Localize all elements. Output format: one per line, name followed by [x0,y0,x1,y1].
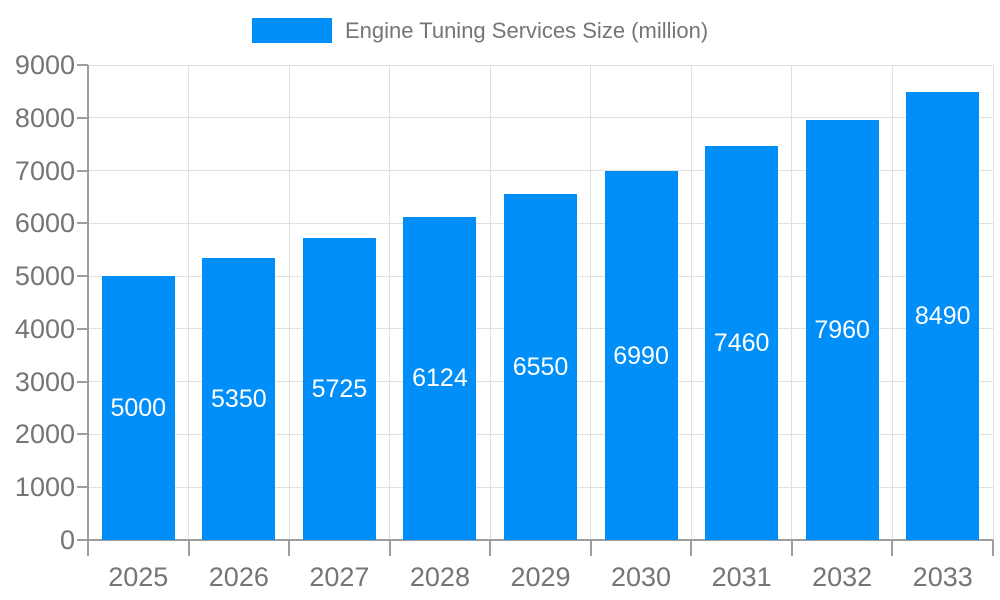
x-tick-mark [589,540,592,556]
bar [604,171,678,540]
y-tick-mark [77,486,88,489]
y-gridline [88,170,993,172]
x-tick-label: 2031 [711,562,772,592]
x-tick-mark [790,540,793,556]
x-tick-label: 2030 [611,562,672,592]
y-tick-mark [77,275,88,278]
y-tick-mark [77,169,88,172]
x-tick-mark [288,540,291,556]
bar-value-label: 5350 [211,384,267,413]
y-tick-label: 2000 [14,419,75,450]
y-tick-mark [77,222,88,225]
y-tick-label: 3000 [14,366,75,397]
bar-value-label: 6550 [512,353,569,382]
bar [805,119,879,540]
x-gridline [389,65,391,540]
bar-value-label: 8490 [914,301,971,330]
x-tick-mark [992,540,994,556]
x-gridline [791,65,793,540]
y-tick-label: 7000 [14,155,75,186]
x-tick-mark [690,540,693,556]
bar [403,216,477,540]
bar [202,257,276,540]
x-gridline [690,65,692,540]
y-gridline [88,64,993,66]
x-gridline [188,65,190,540]
x-tick-label: 2026 [208,562,269,592]
y-tick-mark [77,116,88,119]
x-tick-label: 2032 [812,562,873,592]
legend-swatch [252,18,332,43]
bar-value-label: 7460 [713,329,770,358]
y-tick-mark [77,433,88,436]
x-tick-mark [187,540,190,556]
y-tick-mark [77,539,88,541]
x-tick-mark [489,540,492,556]
x-gridline [891,65,893,540]
y-tick-label: 5000 [14,261,75,292]
y-tick-label: 9000 [14,50,75,80]
x-tick-mark [87,540,89,556]
legend-label: Engine Tuning Services Size (million) [345,18,709,43]
x-tick-label: 2025 [108,562,169,592]
y-axis-line [87,65,89,540]
bar-value-label: 5725 [311,374,368,403]
y-tick-mark [77,380,88,383]
y-tick-label: 8000 [14,102,75,133]
y-tick-label: 4000 [14,313,75,344]
bar-value-label: 7960 [814,315,870,344]
x-tick-label: 2029 [510,562,571,592]
bar [101,276,175,540]
x-tick-label: 2033 [912,562,973,592]
y-tick-label: 1000 [14,472,75,503]
bar-value-label: 6124 [412,364,468,393]
x-gridline [992,65,994,540]
y-tick-label: 6000 [14,208,75,239]
x-tick-mark [388,540,391,556]
bar-value-label: 6990 [613,341,669,370]
bar [504,194,577,540]
x-tick-label: 2027 [309,562,370,592]
bar [705,146,779,540]
y-tick-mark [77,327,88,330]
bar-value-label: 5000 [110,394,167,423]
x-axis-line [88,539,993,541]
bar [302,237,376,540]
x-gridline [288,65,290,540]
x-tick-mark [891,540,894,556]
x-gridline [489,65,491,540]
y-gridline [88,117,993,119]
y-tick-label: 0 [59,525,75,555]
x-tick-label: 2028 [409,562,470,592]
y-tick-mark [77,64,88,66]
x-gridline [590,65,592,540]
bar [906,91,980,540]
